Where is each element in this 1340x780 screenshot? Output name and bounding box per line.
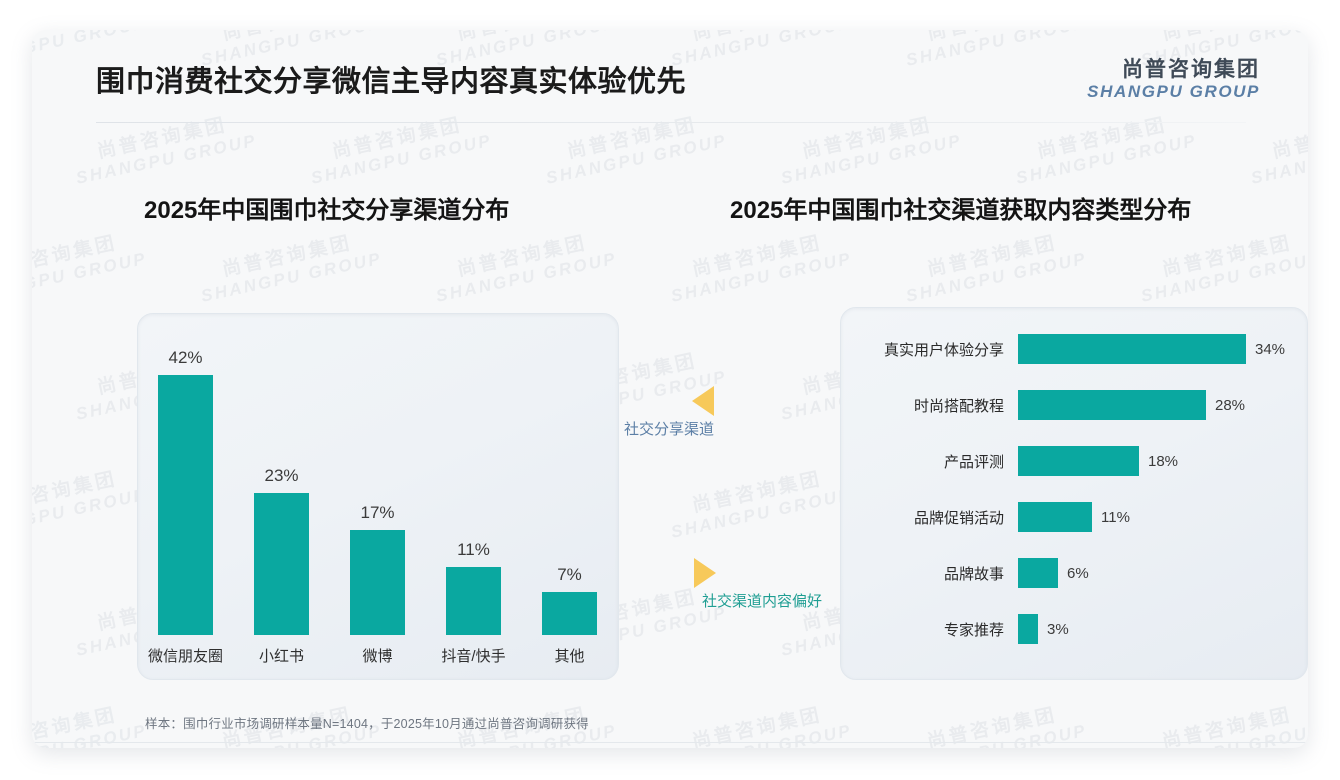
header-divider — [96, 122, 1246, 123]
content-type-distribution-chart: 真实用户体验分享 34% 时尚搭配教程 28% 产品评测 18% 品牌促销活动 11% 品牌故事… — [840, 307, 1306, 678]
column-group: 23% 小红书 — [254, 313, 309, 678]
bar-row: 品牌促销活动 11% — [840, 500, 1306, 534]
column-group: 7% 其他 — [542, 313, 597, 678]
bar — [1018, 502, 1092, 532]
marker-social-share-channel: 社交分享渠道 — [624, 386, 714, 439]
bar — [1018, 614, 1038, 644]
social-share-channel-chart: 42% 微信朋友圈 23% 小红书 17% 微博 11% 抖音/快手 7% 其他 — [137, 313, 617, 678]
bar-row: 专家推荐 3% — [840, 612, 1306, 646]
logo-text-cn: 尚普咨询集团 — [1122, 58, 1260, 81]
column-group: 42% 微信朋友圈 — [148, 313, 223, 678]
bar-value-label: 11% — [457, 540, 490, 559]
bar — [1018, 446, 1139, 476]
column-group: 11% 抖音/快手 — [441, 313, 505, 678]
category-label: 品牌促销活动 — [913, 509, 1004, 527]
bar-value-label: 11% — [1101, 508, 1130, 526]
marker-label: 社交渠道内容偏好 — [702, 593, 823, 610]
bar-value-label: 17% — [360, 503, 395, 522]
category-label: 产品评测 — [943, 453, 1004, 471]
bar-value-label: 3% — [1047, 620, 1069, 638]
category-label: 抖音/快手 — [441, 648, 506, 665]
left-chart-title: 2025年中国围巾社交分享渠道分布 — [144, 197, 510, 224]
bar-value-label: 23% — [264, 466, 299, 485]
sample-note: 样本：围巾行业市场调研样本量N=1404，于2025年10月通过尚普咨询调研获得 — [145, 717, 589, 731]
category-label: 时尚搭配教程 — [913, 397, 1004, 415]
category-label: 小红书 — [258, 648, 305, 665]
bar — [254, 493, 309, 635]
category-label: 真实用户体验分享 — [883, 341, 1004, 359]
footer-divider — [32, 742, 1308, 743]
category-label: 其他 — [554, 648, 585, 665]
bar-row: 真实用户体验分享 34% — [840, 332, 1306, 366]
bar-row: 品牌故事 6% — [840, 556, 1306, 590]
marker-content-preference: 社交渠道内容偏好 — [690, 558, 822, 611]
bar — [350, 530, 405, 635]
bar-value-label: 18% — [1148, 452, 1179, 470]
bar — [1018, 390, 1206, 420]
right-chart-panel — [840, 307, 1308, 680]
triangle-right-icon — [694, 558, 716, 588]
bar — [446, 567, 501, 635]
bar — [1018, 334, 1246, 364]
slide-header: 围巾消费社交分享微信主导内容真实体验优先 尚普咨询集团 SHANGPU GROU… — [32, 30, 1308, 122]
category-label: 微博 — [362, 648, 393, 665]
bar-row: 产品评测 18% — [840, 444, 1306, 478]
bar-value-label: 7% — [557, 565, 582, 584]
right-chart-title: 2025年中国围巾社交渠道获取内容类型分布 — [730, 197, 1192, 224]
category-label: 专家推荐 — [943, 621, 1004, 639]
bar — [1018, 558, 1058, 588]
logo-text-en: SHANGPU GROUP — [1087, 82, 1260, 102]
bar-value-label: 34% — [1255, 340, 1286, 358]
marker-label: 社交分享渠道 — [624, 421, 715, 438]
bar-value-label: 6% — [1067, 564, 1089, 582]
bar — [158, 375, 213, 635]
bar-value-label: 28% — [1215, 396, 1246, 414]
brand-logo: 尚普咨询集团 SHANGPU GROUP — [1087, 58, 1260, 103]
bar-value-label: 42% — [168, 348, 203, 367]
category-label: 微信朋友圈 — [147, 648, 224, 665]
category-label: 品牌故事 — [943, 565, 1004, 583]
triangle-left-icon — [692, 386, 714, 416]
bar — [542, 592, 597, 635]
bar-row: 时尚搭配教程 28% — [840, 388, 1306, 422]
page-title: 围巾消费社交分享微信主导内容真实体验优先 — [96, 66, 687, 98]
column-group: 17% 微博 — [350, 313, 405, 678]
